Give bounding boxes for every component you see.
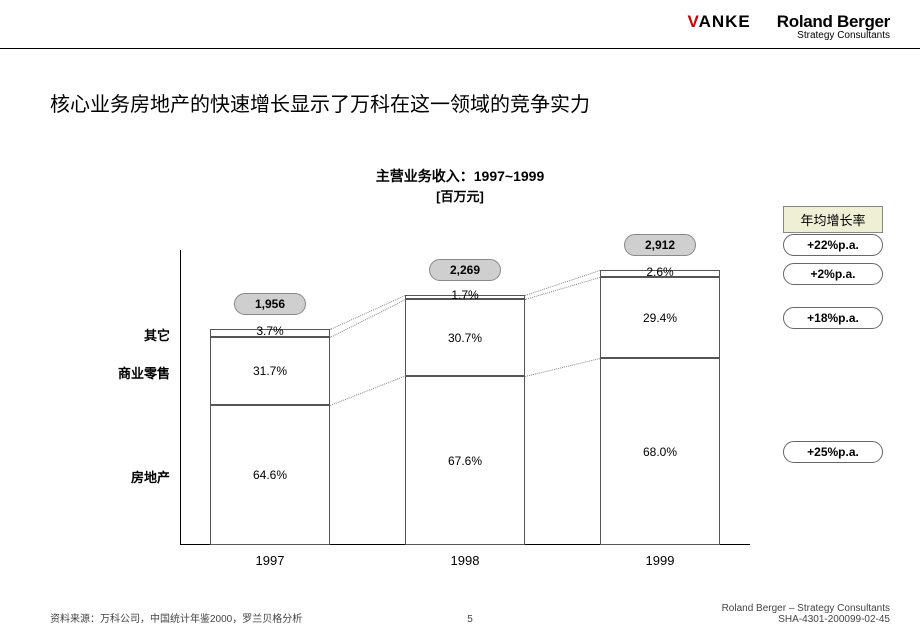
- bar-1998: 67.6%30.7%1.7%2,2691998: [405, 295, 525, 545]
- footer-right: Roland Berger – Strategy Consultants SHA…: [722, 603, 890, 625]
- segment-1997-商业零售: 31.7%: [210, 337, 330, 405]
- connector: [525, 270, 600, 296]
- segment-label: 30.7%: [448, 331, 482, 345]
- growth-header: 年均增长率: [783, 206, 883, 233]
- category-label-other: 其它: [144, 325, 170, 344]
- footer-source: 资料来源：万科公司，中国统计年鉴2000，罗兰贝格分析: [50, 610, 302, 625]
- footer-right-line2: SHA-4301-200099-02-45: [778, 614, 890, 625]
- connector: [525, 358, 600, 377]
- total-pill-1998: 2,269: [429, 259, 501, 281]
- category-label-realestate: 房地产: [131, 467, 170, 486]
- header-rule: [0, 48, 920, 49]
- x-label-1999: 1999: [600, 545, 720, 568]
- segment-label: 3.7%: [256, 324, 283, 338]
- bar-1999: 68.0%29.4%2.6%2,9121999: [600, 270, 720, 545]
- slide: { "logos": { "vanke": { "v": "V", "rest"…: [0, 0, 920, 637]
- vanke-logo-rest: ANKE: [699, 12, 751, 31]
- y-axis: [180, 250, 181, 545]
- segment-1999-房地产: 68.0%: [600, 358, 720, 545]
- connector: [330, 376, 405, 406]
- segment-1998-商业零售: 30.7%: [405, 299, 525, 376]
- segment-label: 68.0%: [643, 445, 677, 459]
- footer-right-line1: Roland Berger – Strategy Consultants: [722, 603, 890, 614]
- segment-1997-其它: 3.7%: [210, 329, 330, 337]
- segment-label: 29.4%: [643, 311, 677, 325]
- growth-rate-column: 年均增长率 +22%p.a.+2%p.a.+18%p.a.+25%p.a.: [778, 206, 888, 271]
- x-label-1998: 1998: [405, 545, 525, 568]
- chart-title: 主营业务收入：1997~1999: [0, 166, 920, 186]
- total-pill-1997: 1,956: [234, 293, 306, 315]
- rb-logo-main: Roland Berger: [777, 12, 890, 32]
- vanke-logo: VANKE: [688, 12, 751, 32]
- header-logos: VANKE Roland Berger Strategy Consultants: [688, 12, 890, 41]
- x-label-1997: 1997: [210, 545, 330, 568]
- segment-label: 31.7%: [253, 364, 287, 378]
- vanke-logo-v: V: [688, 12, 699, 31]
- segment-label: 64.6%: [253, 468, 287, 482]
- connector: [525, 277, 600, 300]
- growth-pill-total: +22%p.a.: [783, 234, 883, 256]
- segment-1999-其它: 2.6%: [600, 270, 720, 277]
- segment-label: 1.7%: [451, 288, 478, 302]
- roland-berger-logo: Roland Berger Strategy Consultants: [777, 12, 890, 41]
- segment-1998-房地产: 67.6%: [405, 376, 525, 545]
- category-label-retail: 商业零售: [118, 363, 170, 382]
- connector: [330, 299, 405, 338]
- growth-pill-other: +2%p.a.: [783, 263, 883, 285]
- connector: [330, 295, 405, 330]
- segment-label: 67.6%: [448, 454, 482, 468]
- bar-1997: 64.6%31.7%3.7%1,9561997: [210, 329, 330, 545]
- footer: 资料来源：万科公司，中国统计年鉴2000，罗兰贝格分析 5 Roland Ber…: [50, 603, 890, 625]
- segment-1998-其它: 1.7%: [405, 295, 525, 299]
- growth-pill-realestate: +25%p.a.: [783, 441, 883, 463]
- page-number: 5: [467, 614, 473, 625]
- chart-subtitle: [百万元]: [0, 186, 920, 205]
- slide-title: 核心业务房地产的快速增长显示了万科在这一领域的竞争实力: [50, 88, 590, 117]
- segment-1999-商业零售: 29.4%: [600, 277, 720, 358]
- stacked-bar-chart: 64.6%31.7%3.7%1,956199767.6%30.7%1.7%2,2…: [180, 260, 750, 545]
- total-pill-1999: 2,912: [624, 234, 696, 256]
- growth-pill-retail: +18%p.a.: [783, 307, 883, 329]
- segment-label: 2.6%: [646, 265, 673, 279]
- segment-1997-房地产: 64.6%: [210, 405, 330, 545]
